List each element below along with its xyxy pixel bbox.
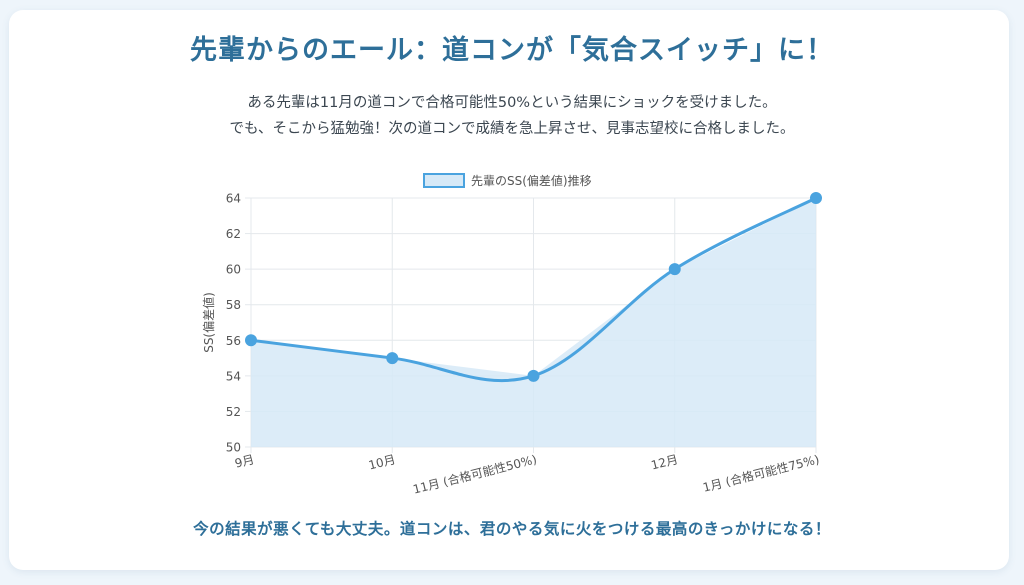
intro-text: ある先輩は11月の道コンで合格可能性50%という結果にショックを受けました。 で… (0, 90, 1024, 142)
footer-message: 今の結果が悪くても大丈夫。道コンは、君のやる気に火をつける最高のきっかけになる！ (193, 520, 831, 538)
page-title: 先輩からのエール：道コンが「気合スイッチ」に！ (190, 35, 834, 66)
intro-line-1: ある先輩は11月の道コンで合格可能性50%という結果にショックを受けました。 (247, 95, 777, 111)
intro-line-2: でも、そこから猛勉強！次の道コンで成績を急上昇させ、見事志望校に合格しました。 (229, 121, 795, 137)
